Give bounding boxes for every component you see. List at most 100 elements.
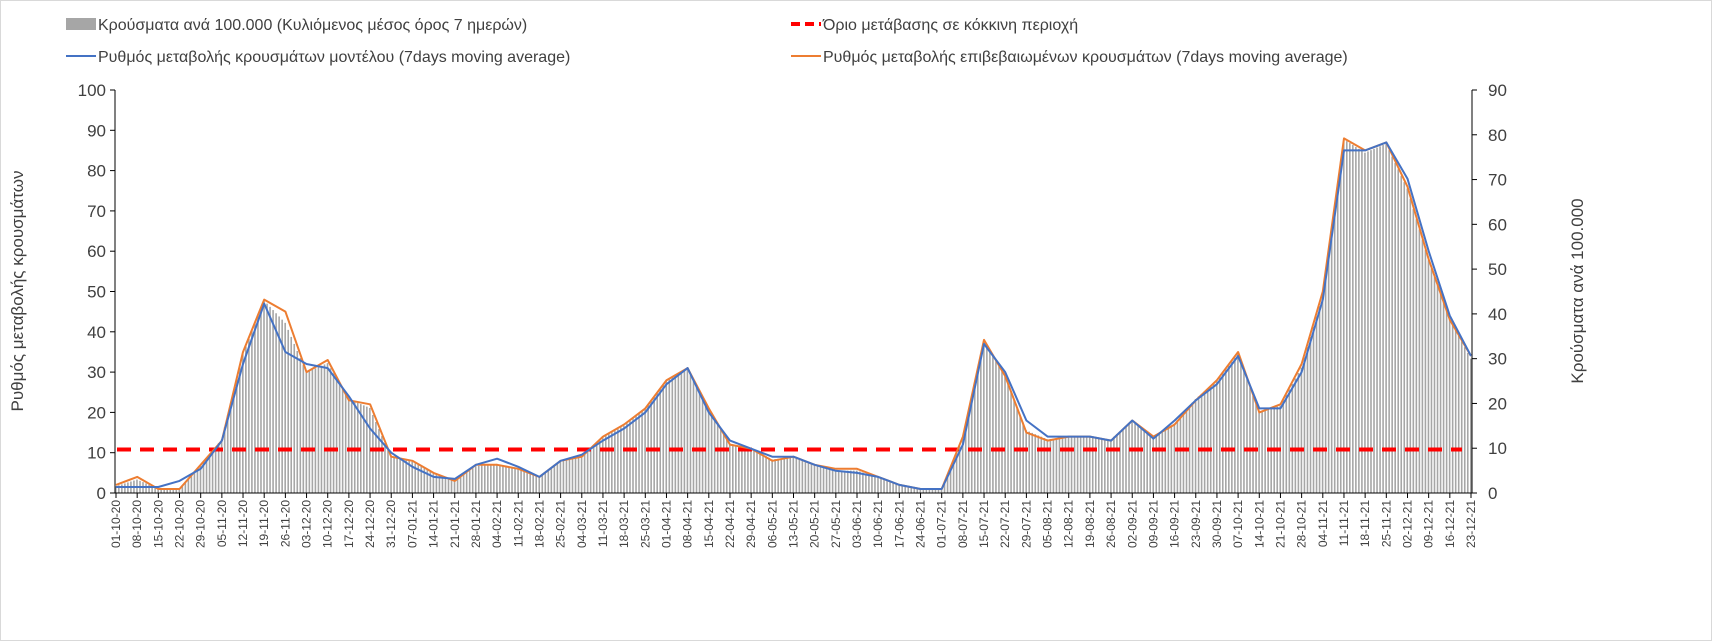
bar	[1352, 145, 1354, 493]
model-line	[116, 141, 1472, 490]
bar	[1234, 358, 1236, 493]
bar	[586, 449, 589, 493]
bar	[626, 423, 628, 493]
bar	[505, 465, 507, 493]
bar	[462, 473, 465, 493]
bar	[804, 461, 807, 493]
bar	[819, 465, 822, 493]
bar	[753, 449, 755, 493]
x-tick-label: 22-04-21	[723, 500, 737, 548]
bar	[1094, 437, 1097, 493]
bar	[402, 459, 404, 493]
bar	[801, 460, 804, 493]
bar	[1349, 143, 1351, 494]
bar	[1010, 391, 1012, 493]
bar	[834, 470, 837, 493]
bar	[774, 459, 776, 493]
bar	[245, 346, 247, 493]
x-tick-label: 18-11-21	[1358, 500, 1372, 547]
bar	[323, 364, 326, 493]
bar	[547, 470, 550, 493]
x-tick-label: 23-09-21	[1189, 500, 1203, 548]
bar	[877, 477, 879, 493]
bar	[571, 457, 574, 493]
bar	[378, 429, 380, 493]
bar	[980, 354, 982, 493]
bar	[1034, 434, 1037, 493]
bar	[967, 411, 970, 493]
x-tick-label: 16-12-21	[1443, 500, 1457, 548]
x-tick-label: 28-01-21	[469, 500, 483, 548]
bar	[532, 474, 534, 493]
bar	[556, 463, 559, 493]
bar	[1225, 369, 1227, 493]
bar	[441, 475, 444, 493]
bar	[946, 474, 949, 493]
bar	[311, 369, 314, 493]
x-tick-label: 24-06-21	[914, 500, 928, 548]
bar	[1309, 336, 1312, 493]
bar	[925, 488, 928, 493]
bar	[707, 407, 710, 493]
bar	[423, 468, 426, 493]
bar	[1073, 437, 1076, 493]
bar	[1107, 438, 1109, 493]
bar	[1067, 437, 1070, 493]
bar	[1137, 425, 1139, 493]
bar	[284, 322, 286, 493]
bar	[529, 473, 531, 493]
x-tick-label: 22-10-20	[173, 500, 187, 548]
bar	[420, 466, 423, 493]
x-tick-label: 26-11-20	[278, 500, 292, 547]
y-left-tick-label: 100	[78, 81, 106, 100]
x-tick-label: 25-02-21	[554, 500, 568, 548]
bar	[1191, 402, 1194, 493]
bar	[1116, 434, 1118, 493]
bar	[405, 460, 407, 493]
bar	[919, 488, 922, 493]
bar	[417, 464, 420, 493]
bar	[260, 308, 262, 493]
bar	[617, 429, 619, 493]
bar	[381, 436, 383, 493]
bar	[1085, 437, 1088, 493]
bar	[846, 470, 849, 493]
bar	[223, 427, 226, 493]
bar	[1370, 150, 1372, 493]
bar	[1170, 425, 1173, 493]
x-tick-label: 31-12-20	[384, 500, 398, 548]
bar	[1055, 438, 1058, 493]
bar	[239, 366, 241, 493]
bar	[1385, 143, 1387, 493]
bar	[326, 363, 329, 493]
bar	[701, 396, 704, 493]
bar	[1122, 429, 1124, 493]
bar	[674, 375, 677, 493]
bar	[1415, 219, 1418, 493]
bar	[396, 458, 398, 493]
bar	[1430, 268, 1433, 493]
x-tick-label: 04-03-21	[575, 500, 589, 548]
x-tick-label: 05-08-21	[1041, 500, 1055, 548]
bar	[196, 469, 199, 493]
bar	[644, 407, 646, 493]
bar	[429, 471, 432, 493]
bar	[1321, 295, 1324, 493]
bar	[1463, 347, 1466, 493]
bar	[338, 383, 341, 493]
x-tick-label: 14-10-21	[1252, 500, 1266, 548]
bar	[353, 401, 356, 493]
bar	[686, 367, 689, 493]
bar	[124, 483, 126, 493]
bar	[1125, 426, 1127, 493]
bar	[852, 470, 855, 493]
bar	[940, 488, 943, 493]
bar	[1409, 198, 1412, 493]
bar	[366, 406, 368, 493]
bar	[1324, 273, 1327, 493]
bar	[1451, 324, 1454, 493]
bar	[447, 477, 450, 493]
bar	[1200, 393, 1203, 493]
bar	[275, 313, 277, 493]
bar	[620, 427, 622, 493]
